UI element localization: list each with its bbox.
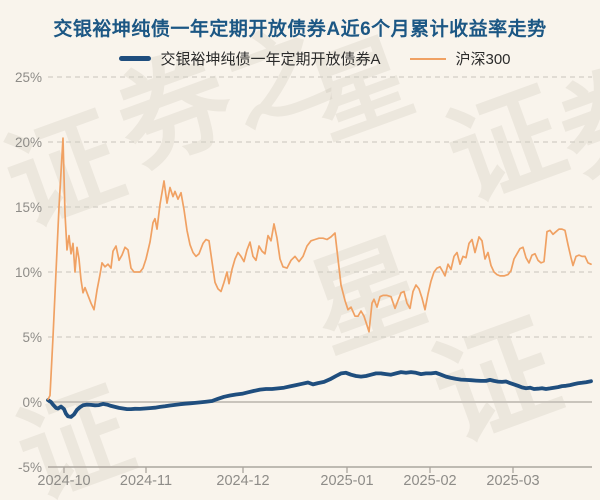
x-axis-label: 2025-01 [320, 473, 373, 489]
y-axis-label: 5% [22, 330, 42, 345]
y-axis-label: 20% [15, 135, 42, 150]
x-axis-label: 2024-11 [120, 473, 172, 489]
y-axis-label: 25% [15, 70, 42, 85]
y-axis-label: 10% [15, 265, 42, 280]
y-axis-label: -5% [18, 460, 42, 475]
legend-item-fund: 交银裕坤纯债一年定期开放债券A [119, 48, 380, 69]
y-axis-label: 15% [15, 200, 42, 215]
y-axis-label: 0% [22, 395, 42, 410]
chart-legend: 交银裕坤纯债一年定期开放债券A 沪深300 [0, 48, 600, 69]
legend-label-fund: 交银裕坤纯债一年定期开放债券A [160, 51, 381, 68]
legend-label-csi300: 沪深300 [455, 51, 511, 68]
x-axis-label: 2025-02 [403, 473, 456, 489]
csi300-line-swatch-icon [410, 57, 447, 60]
fund-line-swatch-icon [119, 56, 152, 61]
page-title: 交银裕坤纯债一年定期开放债券A近6个月累计收益率走势 [53, 19, 547, 40]
series-line-fund [46, 370, 593, 419]
legend-item-csi300: 沪深300 [410, 48, 511, 69]
x-axis-label: 2025-03 [486, 473, 539, 489]
x-axis-label: 2024-12 [216, 473, 269, 489]
series-line-csi300 [47, 137, 592, 401]
x-axis-label: 2024-10 [37, 473, 90, 489]
